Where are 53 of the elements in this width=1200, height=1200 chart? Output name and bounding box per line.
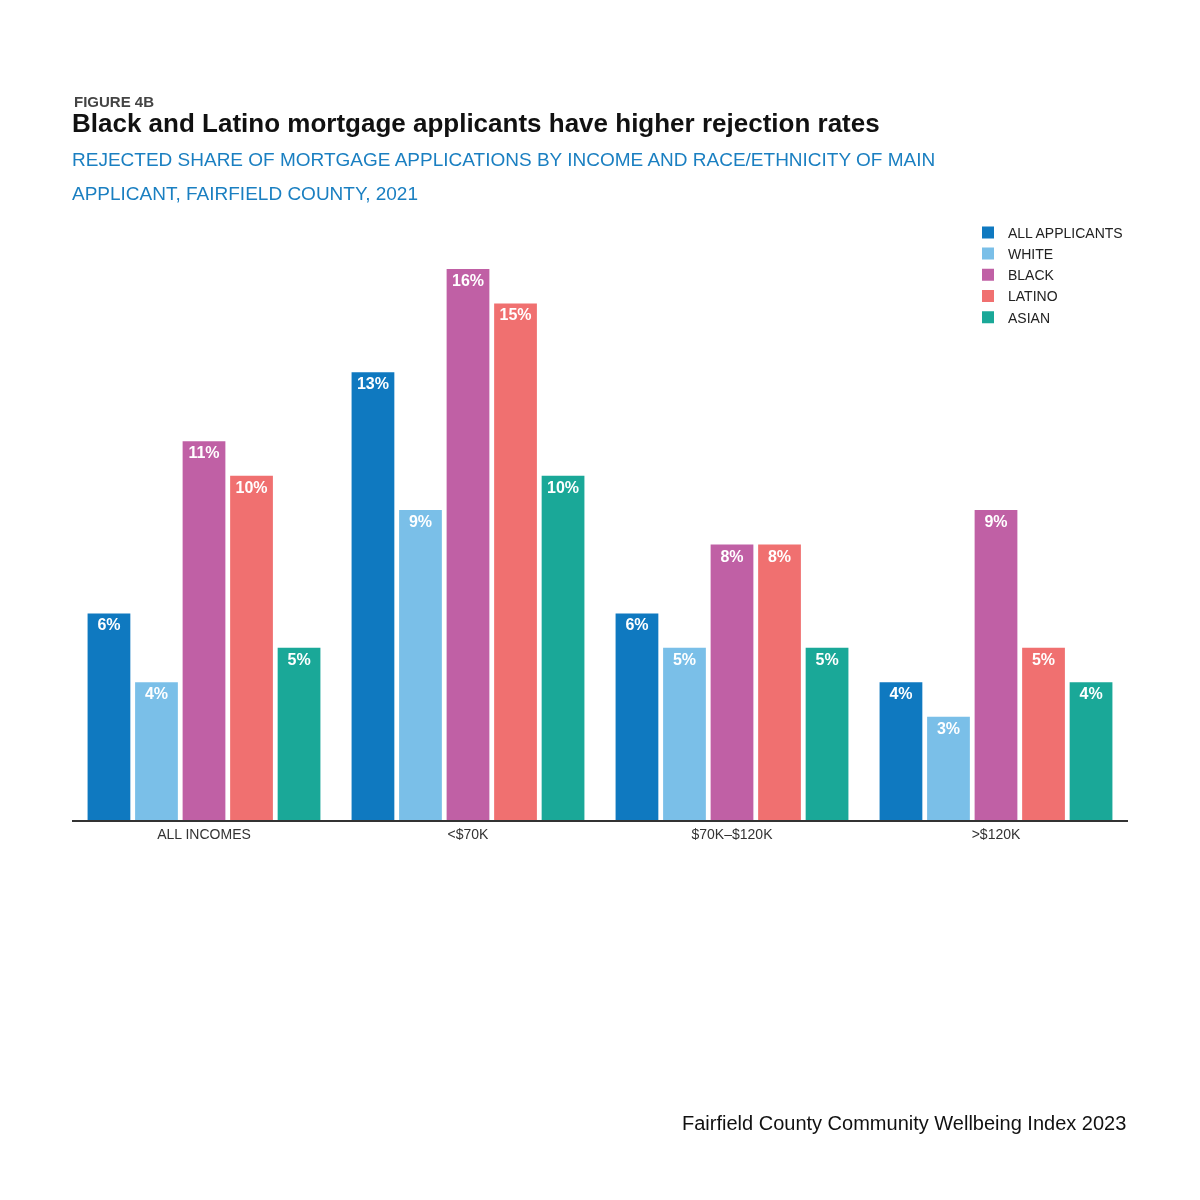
data-label: 4% bbox=[889, 685, 913, 703]
data-label: 9% bbox=[408, 513, 433, 531]
legend-label: LATINO bbox=[1008, 288, 1058, 305]
data-label: 8% bbox=[767, 547, 792, 565]
bar bbox=[87, 613, 131, 820]
data-label: 3% bbox=[936, 719, 961, 737]
data-label: 6% bbox=[97, 616, 121, 634]
legend-label: ALL APPLICANTS bbox=[1008, 224, 1123, 241]
data-label: 9% bbox=[984, 513, 1008, 531]
x-tick-label: ALL INCOMES bbox=[157, 825, 251, 842]
legend-label: BLACK bbox=[1008, 267, 1055, 284]
bar bbox=[879, 682, 923, 820]
x-tick-label: <$70K bbox=[447, 825, 490, 842]
bar bbox=[615, 613, 659, 820]
data-label: 5% bbox=[1031, 650, 1056, 668]
bar bbox=[927, 716, 970, 820]
bar bbox=[710, 544, 754, 820]
text: Fairfield County Community Wellbeing Index 2023 bbox=[682, 1112, 1127, 1134]
bar bbox=[663, 647, 706, 820]
data-label: 10% bbox=[547, 478, 580, 496]
legend-label: WHITE bbox=[1008, 246, 1054, 263]
x-tick-label: >$120K bbox=[971, 825, 1021, 842]
bar bbox=[135, 682, 178, 820]
bar bbox=[446, 269, 490, 820]
data-label: 5% bbox=[672, 650, 697, 668]
data-label: 10% bbox=[235, 478, 268, 496]
bar bbox=[494, 303, 537, 820]
bar bbox=[277, 647, 321, 820]
data-label: 6% bbox=[625, 616, 649, 634]
data-label: 13% bbox=[356, 375, 389, 393]
bar bbox=[1069, 682, 1113, 820]
bar bbox=[1022, 647, 1065, 820]
x-tick-label: $70K–$120K bbox=[691, 825, 774, 842]
bar bbox=[399, 510, 442, 820]
bar bbox=[541, 475, 585, 820]
data-label: 5% bbox=[287, 650, 311, 668]
chart-subtitle: REJECTED SHARE OF MORTGAGE APPLICATIONS BY INCOME AND RACE/ETHNICITY OF MAIN APPLICANT, FAIRFIELD COUNTY, 2021 bbox=[72, 148, 936, 204]
data-label: 15% bbox=[499, 306, 532, 324]
bar bbox=[182, 441, 226, 820]
data-label: 4% bbox=[1079, 685, 1103, 703]
bar bbox=[974, 510, 1018, 820]
bar bbox=[351, 372, 395, 820]
bar bbox=[758, 544, 801, 820]
bar bbox=[230, 475, 273, 820]
data-label: 16% bbox=[451, 272, 485, 289]
data-label: 4% bbox=[144, 685, 169, 703]
chart-title: Black and Latino mortgage applicants have higher rejection rates bbox=[72, 108, 880, 138]
caption: FIGURE 4B bbox=[74, 93, 155, 110]
data-label: 11% bbox=[188, 444, 220, 462]
bar bbox=[805, 647, 849, 820]
data-label: 8% bbox=[720, 547, 744, 565]
data-label: 5% bbox=[815, 650, 839, 668]
legend-label: ASIAN bbox=[1008, 309, 1051, 326]
